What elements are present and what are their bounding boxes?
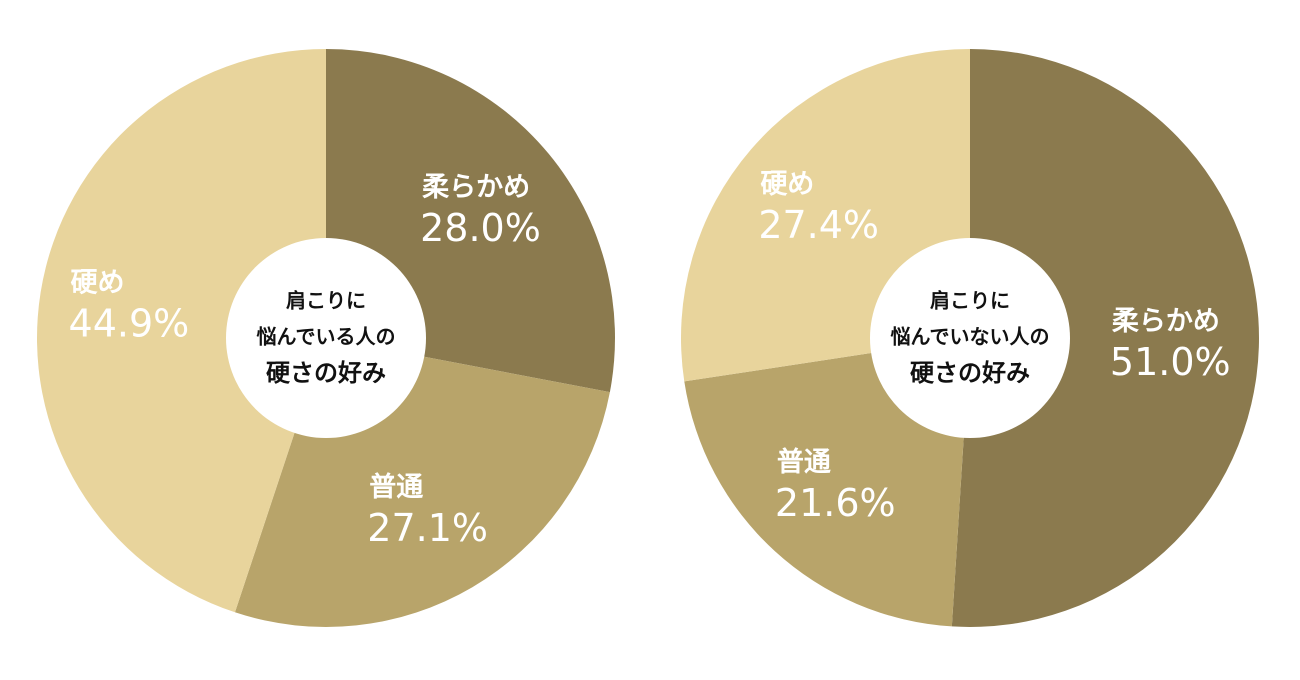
center-title: 肩こりに <box>286 289 366 313</box>
slice-value-label: 44.9% <box>69 302 190 346</box>
slice-value-label: 27.4% <box>758 203 879 247</box>
center-title: 硬さの好み <box>910 359 1030 387</box>
slice-value-label: 27.1% <box>367 506 488 550</box>
slice-category: 硬め <box>760 169 814 200</box>
center-title: 硬さの好み <box>266 359 386 387</box>
center-title: 悩んでいる人の <box>257 325 396 349</box>
donut-hole <box>226 238 426 438</box>
pie-slice <box>684 338 970 627</box>
pie-slice <box>36 49 326 613</box>
slice-category: 硬め <box>71 268 125 299</box>
slice-value-label: 28.0% <box>420 206 541 250</box>
pie-slice <box>951 49 1259 627</box>
slice-category: 柔らかめ <box>1112 306 1220 337</box>
slice-category: 柔らかめ <box>422 172 530 203</box>
slice-value-label: 51.0% <box>1110 340 1231 384</box>
donut-hole <box>870 238 1070 438</box>
slice-value-label: 21.6% <box>775 481 896 525</box>
slice-category: 普通 <box>777 446 831 478</box>
center-title: 悩んでいない人の <box>891 325 1050 349</box>
slice-category: 普通 <box>369 471 423 503</box>
center-title: 肩こりに <box>930 289 1010 313</box>
